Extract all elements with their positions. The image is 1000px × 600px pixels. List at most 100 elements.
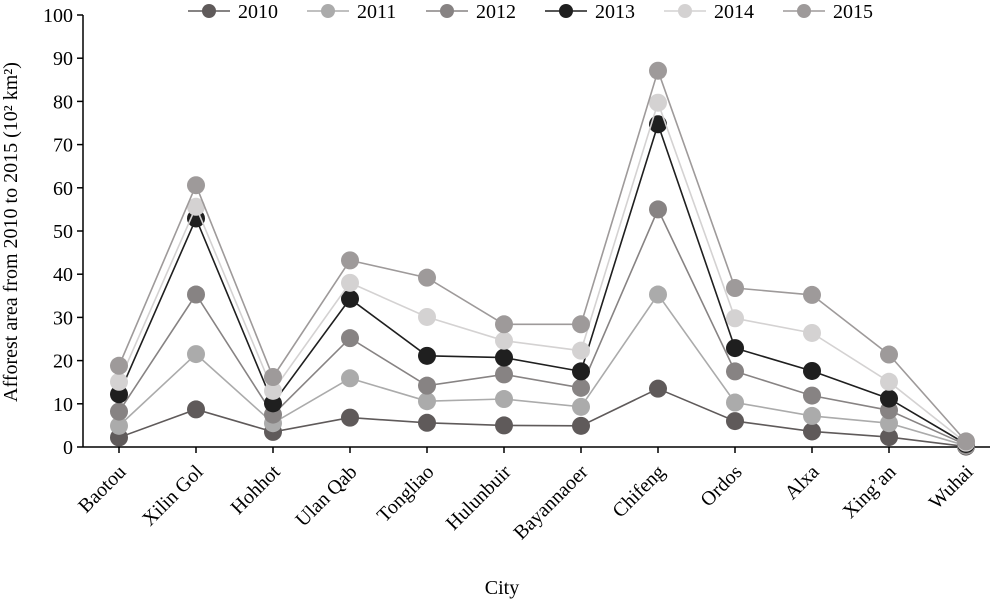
x-tick-label: Ordos xyxy=(696,461,746,511)
x-tick-label: Baotou xyxy=(74,461,130,517)
y-tick-label: 10 xyxy=(53,394,73,416)
series-2012 xyxy=(110,200,975,454)
data-point xyxy=(572,362,590,381)
x-tick-label: Hulunbuir xyxy=(442,461,516,535)
data-point xyxy=(187,285,205,304)
data-point xyxy=(572,341,590,360)
legend-marker xyxy=(202,4,216,18)
data-point xyxy=(495,315,513,334)
x-tick-label: Wuhai xyxy=(925,461,978,514)
data-point xyxy=(803,386,821,405)
data-point xyxy=(880,372,898,391)
y-tick-label: 30 xyxy=(53,307,73,329)
data-point xyxy=(418,268,436,287)
x-tick-label: Xilin Gol xyxy=(138,461,208,531)
data-point xyxy=(341,289,359,308)
data-point xyxy=(649,61,667,80)
y-tick-label: 50 xyxy=(53,221,73,243)
data-point xyxy=(803,361,821,380)
data-point xyxy=(187,197,205,216)
data-point xyxy=(418,392,436,411)
x-tick-label: Tongliao xyxy=(373,461,439,527)
data-point xyxy=(726,362,744,381)
data-point xyxy=(341,251,359,270)
legend-item-2013: 2013 xyxy=(545,1,635,23)
data-point xyxy=(880,428,898,447)
y-axis-title: Afforest area from 2010 to 2015 (10² km²… xyxy=(0,62,22,402)
series-2015 xyxy=(110,61,975,451)
data-point xyxy=(418,413,436,432)
legend-label: 2011 xyxy=(357,1,396,23)
data-point xyxy=(495,348,513,367)
data-point xyxy=(187,400,205,419)
data-point xyxy=(803,323,821,342)
data-point xyxy=(495,416,513,435)
data-point xyxy=(264,368,282,387)
x-tick-label: Hohhot xyxy=(227,461,285,519)
data-point xyxy=(341,273,359,292)
data-point xyxy=(341,329,359,348)
data-point xyxy=(649,200,667,219)
data-point xyxy=(572,416,590,435)
data-point xyxy=(649,93,667,112)
data-point xyxy=(726,279,744,298)
data-point xyxy=(880,345,898,364)
data-point xyxy=(649,379,667,398)
data-point xyxy=(110,372,128,391)
data-point xyxy=(110,416,128,435)
series-2011 xyxy=(110,285,975,455)
data-point xyxy=(803,285,821,304)
legend-label: 2013 xyxy=(595,1,635,23)
y-tick-label: 70 xyxy=(53,135,73,157)
data-point xyxy=(803,422,821,441)
series-line-2014 xyxy=(118,100,967,444)
data-point xyxy=(264,394,282,413)
axes: 0 10 20 30 40 50 60 70 80 90 100 Baotou Xilin Gol Hoh… xyxy=(43,5,990,544)
data-point xyxy=(495,390,513,409)
legend-label: 2015 xyxy=(833,1,873,23)
y-tick-label: 90 xyxy=(53,48,73,70)
legend-item-2015: 2015 xyxy=(783,1,873,23)
data-point xyxy=(495,365,513,384)
data-point xyxy=(187,176,205,195)
series-2010 xyxy=(110,379,975,456)
data-point xyxy=(957,432,975,451)
y-tick-label: 40 xyxy=(53,264,73,286)
x-tick-label: Chifeng xyxy=(608,461,669,522)
data-point xyxy=(803,406,821,425)
data-point xyxy=(726,393,744,412)
data-point xyxy=(649,285,667,304)
series-line-2015 xyxy=(118,68,967,442)
legend-marker xyxy=(797,4,811,18)
data-point xyxy=(264,381,282,400)
data-point xyxy=(726,309,744,328)
data-point xyxy=(572,397,590,416)
x-axis-title: City xyxy=(485,577,519,599)
data-point xyxy=(341,408,359,427)
data-point xyxy=(341,369,359,388)
legend-label: 2014 xyxy=(714,1,754,23)
data-point xyxy=(572,315,590,334)
y-tick-label: 60 xyxy=(53,178,73,200)
x-tick-label: Alxa xyxy=(780,461,823,504)
data-point xyxy=(110,356,128,375)
legend-item-2012: 2012 xyxy=(426,1,516,23)
data-point xyxy=(418,307,436,326)
data-point xyxy=(110,385,128,404)
data-point xyxy=(418,346,436,365)
data-point xyxy=(726,339,744,358)
legend-item-2011: 2011 xyxy=(307,1,396,23)
legend-label: 2010 xyxy=(238,1,278,23)
series-line-2012 xyxy=(118,207,967,446)
data-point xyxy=(880,414,898,433)
y-tick-label: 0 xyxy=(63,437,73,459)
legend-marker xyxy=(440,4,454,18)
legend-item-2010: 2010 xyxy=(188,1,278,23)
series-line-2010 xyxy=(118,387,967,448)
series-layer xyxy=(110,61,975,456)
data-point xyxy=(572,378,590,397)
legend-item-2014: 2014 xyxy=(664,1,754,23)
legend-marker xyxy=(559,4,573,18)
series-2013 xyxy=(110,115,975,453)
data-point xyxy=(495,331,513,350)
